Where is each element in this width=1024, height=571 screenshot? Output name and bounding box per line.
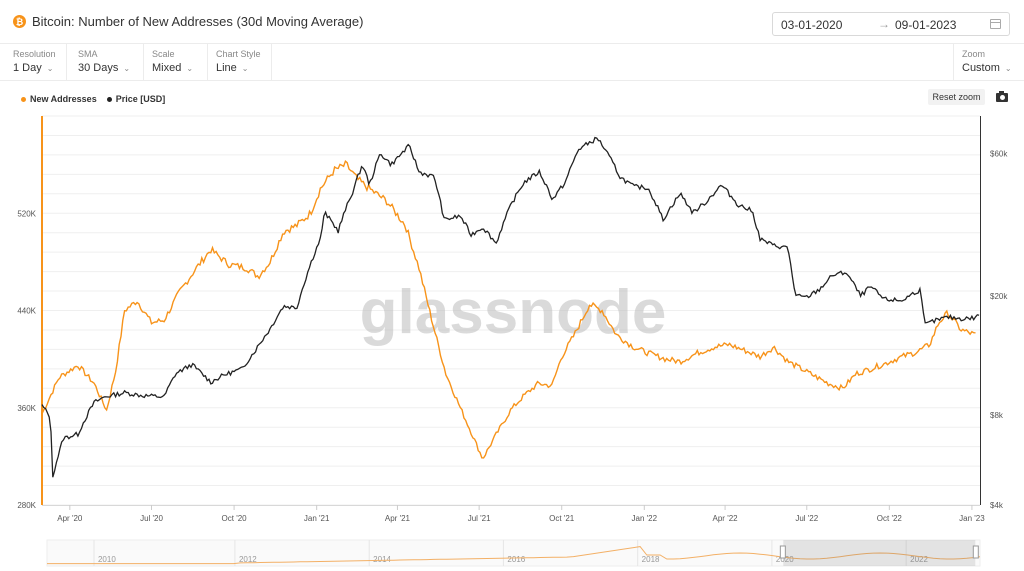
navigator-series-line <box>47 546 981 565</box>
chart-controls: Resolution 1 Day ⌄ SMA 30 Days ⌄ Scale Mix… <box>0 44 1024 81</box>
chevron-down-icon: ⌄ <box>123 64 131 73</box>
legend-label-price: Price [USD] <box>115 94 166 104</box>
navigator-tick-label: 2012 <box>239 555 257 564</box>
date-end-input[interactable]: 09-01-2023 <box>895 18 957 32</box>
page-title: Bitcoin: Number of New Addresses (30d Mo… <box>32 14 364 29</box>
watermark-text: glassnode <box>360 278 667 347</box>
y-left-tick-label: 440K <box>17 307 36 316</box>
x-tick-label: Apr '22 <box>713 514 739 523</box>
bitcoin-icon: ₿ <box>13 15 26 28</box>
x-tick-label: Jan '23 <box>959 514 985 523</box>
x-tick-label: Jul '22 <box>795 514 818 523</box>
legend-item-new-addresses[interactable]: New Addresses <box>21 94 97 104</box>
date-arrow-icon: → <box>878 17 890 31</box>
legend-item-price[interactable]: Price [USD] <box>106 94 166 104</box>
zoom-label: Zoom <box>962 49 986 59</box>
chevron-down-icon: ⌄ <box>1004 64 1012 73</box>
navigator-tick-label: 2018 <box>642 555 660 564</box>
x-tick-label: Apr '21 <box>385 514 411 523</box>
title-wrap: ₿ Bitcoin: Number of New Addresses (30d … <box>13 14 363 29</box>
scale-label: Scale <box>152 49 175 59</box>
x-tick-label: Jan '21 <box>304 514 330 523</box>
x-tick-label: Jan '22 <box>632 514 658 523</box>
series-line-price <box>41 136 980 478</box>
x-tick-label: Jul '21 <box>468 514 491 523</box>
chevron-down-icon: ⌄ <box>46 64 54 73</box>
chevron-down-icon: ⌄ <box>186 64 194 73</box>
navigator-selection <box>783 540 976 566</box>
axis-layer: 280K 360K 440K 520K $4k $8k $20k $60k Apr '20 Jul… <box>17 116 1008 523</box>
scale-select[interactable]: Scale Mixed ⌄ <box>144 44 208 80</box>
y-left-tick-label: 280K <box>17 501 36 510</box>
y-right-tick-label: $20k <box>990 292 1008 301</box>
sma-label: SMA <box>78 49 98 59</box>
chart-style-value: Line <box>216 62 237 74</box>
camera-icon[interactable] <box>996 91 1008 102</box>
date-start-input[interactable]: 03-01-2020 <box>781 18 843 32</box>
y-right-tick-label: $60k <box>990 149 1008 158</box>
chart-header: ₿ Bitcoin: Number of New Addresses (30d … <box>0 0 1024 44</box>
navigator-tick-label: 2010 <box>98 555 116 564</box>
x-tick-label: Jul '20 <box>140 514 163 523</box>
date-range-picker[interactable]: 03-01-2020 → 09-01-2023 <box>772 12 1010 36</box>
calendar-icon[interactable] <box>990 19 1001 29</box>
navigator-tick-label: 2014 <box>373 555 391 564</box>
x-tick-label: Apr '20 <box>57 514 83 523</box>
navigator-handle-left <box>779 545 786 559</box>
chart-style-label: Chart Style <box>216 49 261 59</box>
reset-zoom-button[interactable]: Reset zoom <box>928 89 985 105</box>
navigator-tick-label: 2022 <box>910 555 928 564</box>
legend-dot-new-addresses <box>21 96 26 102</box>
x-tick-label: Oct '20 <box>222 514 248 523</box>
navigator-layer: 2010 2012 2014 2016 2018 2020 2022 <box>46 539 981 567</box>
series-line-new-addresses <box>41 160 976 459</box>
navigator-tick-label: 2020 <box>776 555 794 564</box>
navigator-tick-label: 2016 <box>507 555 525 564</box>
resolution-select[interactable]: Resolution 1 Day ⌄ <box>5 44 67 80</box>
chart-style-select[interactable]: Chart Style Line ⌄ <box>208 44 272 80</box>
x-tick-label: Oct '22 <box>877 514 903 523</box>
y-left-tick-label: 520K <box>17 209 36 218</box>
legend-label-new-addresses: New Addresses <box>30 94 97 104</box>
y-right-tick-label: $4k <box>990 501 1004 510</box>
y-right-tick-label: $8k <box>990 411 1004 420</box>
x-tick-label: Oct '21 <box>549 514 575 523</box>
legend-dot-price <box>106 96 112 102</box>
y-left-tick-label: 360K <box>17 404 36 413</box>
navigator-handle-right <box>972 545 979 559</box>
zoom-select[interactable]: Zoom Custom ⌄ <box>953 44 1024 80</box>
sma-value: 30 Days <box>78 62 119 74</box>
chart-legend: New Addresses Price [USD] <box>21 94 175 104</box>
resolution-label: Resolution <box>13 49 56 59</box>
navigator-background <box>46 539 981 567</box>
resolution-value: 1 Day <box>13 62 42 74</box>
sma-select[interactable]: SMA 30 Days ⌄ <box>70 44 144 80</box>
series-layer <box>41 136 980 478</box>
chevron-down-icon: ⌄ <box>241 64 249 73</box>
zoom-value: Custom <box>962 62 1000 74</box>
scale-value: Mixed <box>152 62 182 74</box>
